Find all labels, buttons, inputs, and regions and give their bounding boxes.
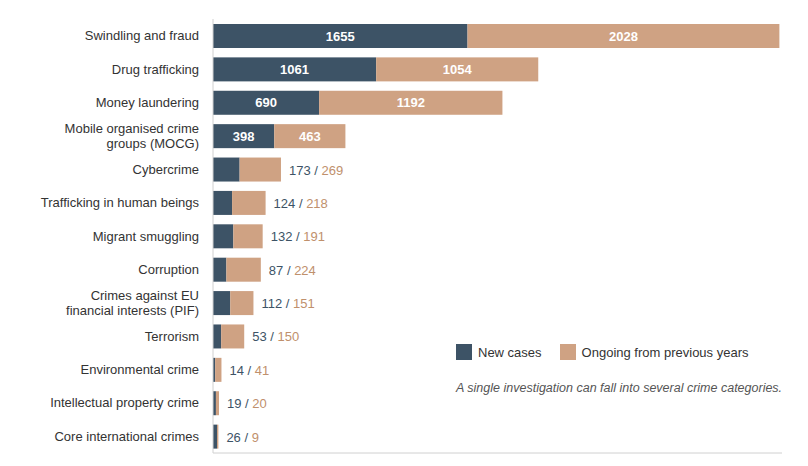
svg-text:1192: 1192 xyxy=(397,95,425,110)
svg-text:14 / 41: 14 / 41 xyxy=(229,362,269,377)
svg-text:87 / 224: 87 / 224 xyxy=(269,262,316,277)
svg-text:Swindling and fraud: Swindling and fraud xyxy=(85,28,199,43)
svg-text:2028: 2028 xyxy=(609,29,638,44)
svg-text:26 / 9: 26 / 9 xyxy=(226,429,259,444)
svg-text:Mobile organised crimegroups (: Mobile organised crimegroups (MOCG) xyxy=(65,121,199,151)
svg-text:1054: 1054 xyxy=(443,62,473,77)
svg-text:Corruption: Corruption xyxy=(138,262,199,277)
svg-text:Migrant smuggling: Migrant smuggling xyxy=(93,229,199,244)
html-text:Ongoing from previous years: Ongoing from previous years xyxy=(581,344,749,360)
svg-text:1655: 1655 xyxy=(326,29,355,44)
svg-text:19 / 20: 19 / 20 xyxy=(227,396,267,411)
svg-text:112 / 151: 112 / 151 xyxy=(261,296,314,311)
svg-text:1061: 1061 xyxy=(280,62,309,77)
svg-text:Cybercrime: Cybercrime xyxy=(133,162,199,177)
svg-text:Money laundering: Money laundering xyxy=(96,95,199,110)
svg-text:690: 690 xyxy=(255,95,277,110)
svg-text:173 / 269: 173 / 269 xyxy=(289,162,343,177)
svg-text:Intellectual property crime: Intellectual property crime xyxy=(50,395,199,410)
svg-text:53 / 150: 53 / 150 xyxy=(252,329,299,344)
svg-text:398: 398 xyxy=(233,129,255,144)
svg-text:Terrorism: Terrorism xyxy=(145,329,199,344)
svg-text:Crimes against EUfinancial int: Crimes against EUfinancial interests (PI… xyxy=(66,288,199,318)
svg-text:463: 463 xyxy=(299,129,321,144)
svg-text:Trafficking in human beings: Trafficking in human beings xyxy=(41,195,200,210)
html-text:A single investigation can fal: A single investigation can fall into sev… xyxy=(456,381,783,395)
svg-text:132 / 191: 132 / 191 xyxy=(271,229,325,244)
svg-text:Environmental crime: Environmental crime xyxy=(81,362,200,377)
svg-text:Core international crimes: Core international crimes xyxy=(54,429,199,444)
html-text:New cases: New cases xyxy=(478,344,542,360)
svg-text:124 / 218: 124 / 218 xyxy=(274,195,328,210)
svg-text:Drug trafficking: Drug trafficking xyxy=(112,62,199,77)
